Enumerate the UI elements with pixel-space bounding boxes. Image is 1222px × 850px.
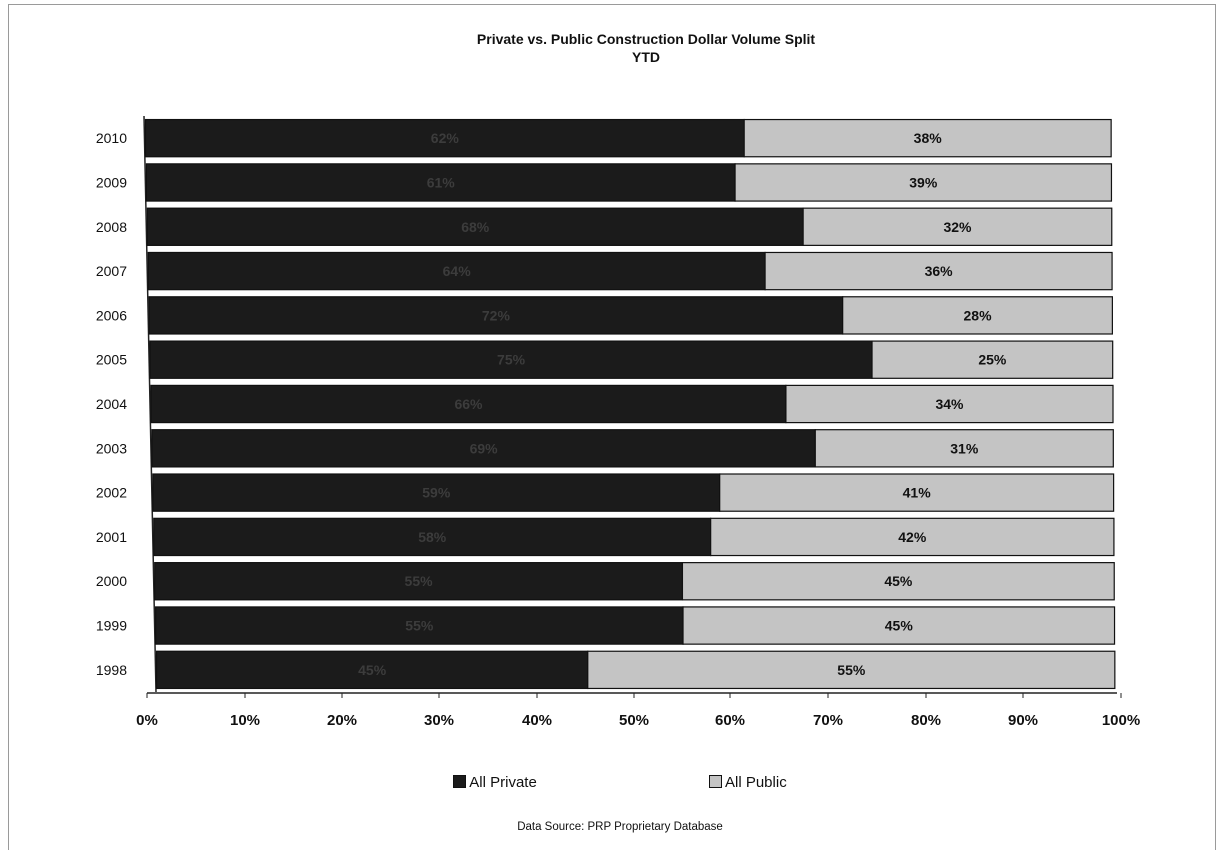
data-label-private-2002: 59% [422,485,451,501]
category-label-2004: 2004 [96,396,127,412]
data-label-public-2009: 39% [909,174,938,190]
bar-public-2004 [785,384,1114,424]
chart-frame [8,4,1216,850]
category-label-2003: 2003 [96,440,127,456]
bar-private-2006 [148,296,844,335]
chart-title: Private vs. Public Construction Dollar V… [0,30,1222,66]
bar-public-2010 [743,118,1112,158]
category-label-2005: 2005 [96,352,127,368]
data-label-public-2000: 45% [884,573,913,589]
category-label-1998: 1998 [96,662,127,678]
data-label-public-2003: 31% [950,440,979,456]
bar-private-1999 [155,606,684,645]
data-label-public-1999: 45% [885,618,914,634]
x-tick-label-9: 90% [1008,712,1038,729]
bar-private-2010 [144,118,745,158]
legend-label-public: All Public [725,774,787,791]
x-tick-label-8: 80% [911,712,941,729]
bar-private-2003 [151,429,816,468]
data-label-private-2010: 62% [431,130,460,146]
data-label-public-2004: 34% [935,396,964,412]
data-label-private-2004: 66% [454,396,483,412]
chart-legend: All Private All Public [0,774,1222,791]
data-label-private-1998: 45% [358,662,387,678]
bar-private-2001 [153,517,712,557]
data-source-note: Data Source: PRP Proprietary Database [517,821,723,833]
data-label-public-2006: 28% [964,307,993,323]
category-label-2006: 2006 [96,307,127,323]
bar-private-2002 [152,473,721,512]
category-label-2010: 2010 [96,130,127,146]
x-tick-label-3: 30% [424,712,454,729]
chart-subtitle: YTD [632,49,660,65]
bar-public-2000 [681,562,1115,601]
data-label-public-2010: 38% [914,130,943,146]
bar-public-2007 [764,251,1113,291]
data-label-public-2007: 36% [925,263,954,279]
bar-public-1998 [587,650,1116,690]
category-label-2002: 2002 [96,485,127,501]
x-tick-label-10: 100% [1102,712,1140,729]
x-tick-label-1: 10% [230,712,260,729]
legend-item-private: All Private [453,774,537,791]
data-label-private-2008: 68% [461,219,490,235]
bar-public-2001 [710,517,1115,557]
x-tick-label-4: 40% [522,712,552,729]
x-tick-label-7: 70% [813,712,843,729]
bar-public-2009 [734,163,1113,202]
bar-private-2004 [150,384,787,424]
data-label-private-2001: 58% [418,529,447,545]
x-tick-label-0: 0% [136,712,158,729]
data-label-private-1999: 55% [405,618,434,634]
x-tick-label-6: 60% [715,712,745,729]
legend-item-public: All Public [709,774,787,791]
data-label-private-2003: 69% [470,440,499,456]
category-label-2009: 2009 [96,174,127,190]
y-axis-line [143,115,157,693]
data-label-private-2005: 75% [497,352,526,368]
bar-public-2005 [871,340,1114,379]
data-label-private-2000: 55% [405,573,434,589]
bar-private-2008 [146,207,804,246]
category-label-2001: 2001 [96,529,127,545]
bar-public-2002 [719,473,1115,512]
category-label-2000: 2000 [96,573,127,589]
chart-title-main: Private vs. Public Construction Dollar V… [476,31,816,47]
bar-public-2003 [814,429,1114,468]
x-tick-label-5: 50% [619,712,649,729]
legend-label-private: All Private [469,774,537,791]
category-label-1999: 1999 [96,618,127,634]
bar-private-1998 [155,650,589,690]
data-label-private-2007: 64% [443,263,472,279]
legend-swatch-public [709,775,722,788]
chart-plot: 62% 38% 2010 61% 39% 2009 68% 32% 2008 64% 36% 2007… [96,115,1140,729]
data-label-public-1998: 55% [837,662,866,678]
category-label-2008: 2008 [96,219,127,235]
data-label-public-2005: 25% [978,352,1007,368]
data-label-public-2008: 32% [943,219,972,235]
bar-public-1999 [682,606,1116,645]
category-label-2007: 2007 [96,263,127,279]
bar-public-2006 [842,296,1113,335]
data-label-private-2006: 72% [482,307,511,323]
data-label-public-2001: 42% [898,529,927,545]
bar-private-2005 [149,340,873,379]
x-tick-label-2: 20% [327,712,357,729]
legend-swatch-private [453,775,467,788]
bar-public-2008 [802,207,1113,246]
data-label-public-2002: 41% [903,485,932,501]
data-label-private-2009: 61% [427,174,456,190]
